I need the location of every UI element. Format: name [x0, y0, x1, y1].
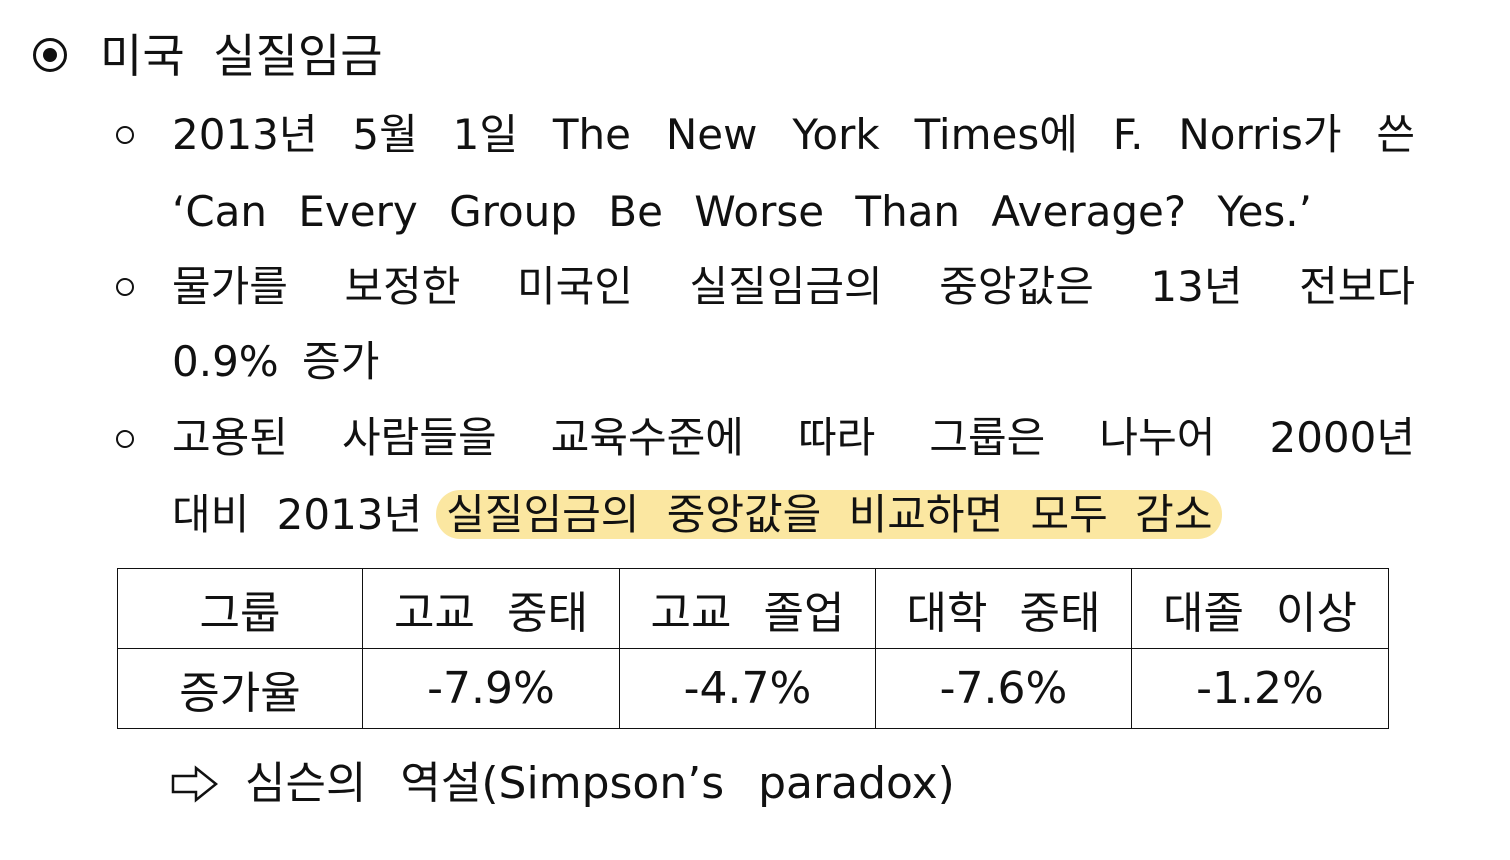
- bullet: [116, 430, 134, 448]
- cell: -7.6%: [875, 648, 1132, 729]
- table: 그룹 고교 중태 고교 졸업 대학 중태 대졸 이상 증가율 -7.9% -4.…: [117, 568, 1389, 729]
- cell: 증가율: [117, 648, 363, 729]
- text-line: 2013년 5월 1일 The New York Times에 F. Norri…: [172, 110, 1415, 159]
- header-row: 그룹 고교 중태 고교 졸업 대학 중태 대졸 이상: [117, 568, 1389, 649]
- cell: -1.2%: [1131, 648, 1389, 729]
- highlight: 실질임금의 중앙값을 비교하면 모두 감소: [436, 490, 1223, 539]
- cell: -7.9%: [362, 648, 620, 729]
- text-line: 물가를 보정한 미국인 실질임금의 중앙값은 13년 전보다: [172, 262, 1415, 311]
- text-line: 고용된 사람들을 교육수준에 따라 그룹은 나누어 2000년: [172, 413, 1415, 462]
- text-line: ‘Can Every Group Be Worse Than Average? …: [172, 187, 1313, 236]
- header-cell: 고교 중태: [362, 568, 620, 649]
- heading: 미국 실질임금: [100, 29, 383, 83]
- cell: -4.7%: [619, 648, 876, 729]
- header-cell: 그룹: [117, 568, 363, 649]
- conclusion: 심슨의 역설(Simpson’s paradox): [245, 758, 955, 809]
- arrow-icon: [171, 765, 219, 803]
- text-line: 대비 2013년: [172, 490, 423, 539]
- header-cell: 고교 졸업: [619, 568, 876, 649]
- bullet: [116, 126, 134, 144]
- text-line-container: 대비 2013년 실질임금의 중앙값을 비교하면 모두 감소: [172, 485, 1223, 545]
- bullet: [116, 278, 134, 296]
- header-cell: 대학 중태: [875, 568, 1132, 649]
- row: 증가율 -7.9% -4.7% -7.6% -1.2%: [117, 648, 1389, 729]
- text-line: 0.9% 증가: [172, 337, 380, 386]
- header-cell: 대졸 이상: [1131, 568, 1389, 649]
- radio-bullet: [33, 38, 67, 72]
